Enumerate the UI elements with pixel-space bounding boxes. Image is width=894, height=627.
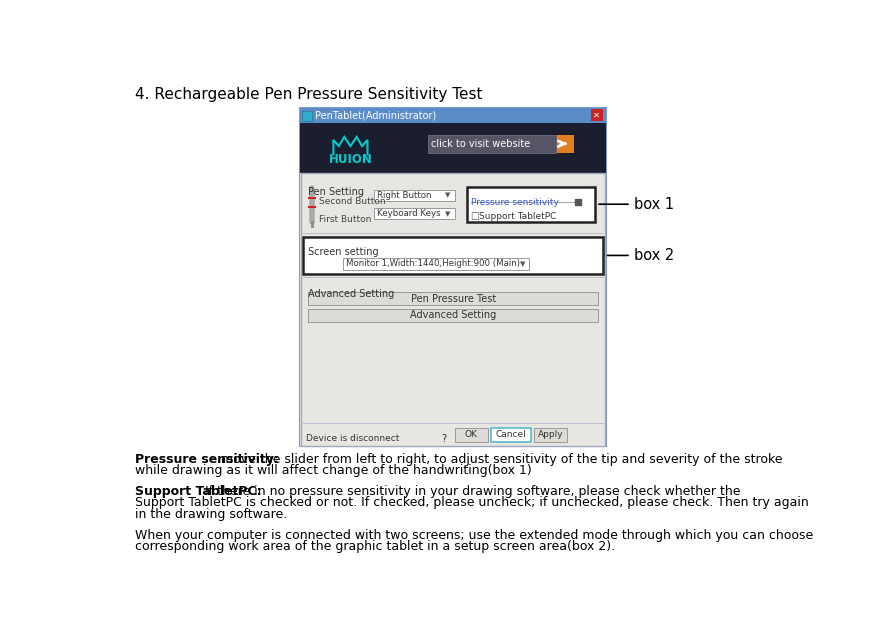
Text: Pressure sensitivity: Pressure sensitivity bbox=[470, 198, 559, 207]
Text: Support TabletPC is checked or not. If checked, please uncheck; if unchecked, pl: Support TabletPC is checked or not. If c… bbox=[135, 497, 809, 509]
Bar bbox=[428, 135, 556, 153]
Text: ☐: ☐ bbox=[470, 213, 479, 223]
Text: 4. Rechargeable Pen Pressure Sensitivity Test: 4. Rechargeable Pen Pressure Sensitivity… bbox=[135, 87, 483, 102]
Text: When your computer is connected with two screens; use the extended mode through : When your computer is connected with two… bbox=[135, 529, 814, 542]
Text: PenTablet(Administrator): PenTablet(Administrator) bbox=[315, 110, 436, 120]
Bar bbox=[302, 112, 312, 120]
Text: First Button: First Button bbox=[319, 216, 372, 224]
Bar bbox=[300, 108, 606, 446]
Text: in the drawing software.: in the drawing software. bbox=[135, 508, 287, 521]
Text: move the slider from left to right, to adjust sensitivity of the tip and severit: move the slider from left to right, to a… bbox=[217, 453, 782, 465]
Text: OK: OK bbox=[465, 430, 477, 440]
Bar bbox=[342, 258, 528, 270]
Bar bbox=[374, 208, 455, 219]
Bar bbox=[455, 428, 487, 442]
Text: ▼: ▼ bbox=[519, 261, 525, 267]
Bar bbox=[308, 309, 598, 322]
Text: If there in no pressure sensitivity in your drawing software, please check wheth: If there in no pressure sensitivity in y… bbox=[201, 485, 741, 498]
Text: Pressure sensitivity:: Pressure sensitivity: bbox=[135, 453, 279, 465]
Text: Support TabletPC: Support TabletPC bbox=[479, 213, 556, 221]
Text: Second Button: Second Button bbox=[319, 197, 386, 206]
Text: box 1: box 1 bbox=[634, 197, 674, 212]
Text: click to visit website: click to visit website bbox=[432, 139, 531, 149]
Bar bbox=[491, 428, 531, 442]
Text: Pen Setting: Pen Setting bbox=[308, 187, 364, 197]
Text: corresponding work area of the graphic tablet in a setup screen area(box 2).: corresponding work area of the graphic t… bbox=[135, 540, 615, 553]
Bar bbox=[300, 173, 606, 446]
Text: Advanced Setting: Advanced Setting bbox=[410, 310, 496, 320]
Bar bbox=[557, 135, 575, 153]
Bar bbox=[301, 173, 605, 446]
Text: Apply: Apply bbox=[537, 430, 563, 440]
Text: Pen Pressure Test: Pen Pressure Test bbox=[410, 293, 496, 303]
Text: ✕: ✕ bbox=[594, 111, 601, 120]
Text: Right Button: Right Button bbox=[376, 191, 431, 200]
Text: ?: ? bbox=[441, 434, 446, 444]
Text: Keyboard Keys: Keyboard Keys bbox=[376, 209, 441, 218]
Bar bbox=[534, 428, 567, 442]
Bar bbox=[374, 190, 455, 201]
Text: Support TabletPC:: Support TabletPC: bbox=[135, 485, 262, 498]
Text: HUION: HUION bbox=[328, 154, 373, 166]
Bar bbox=[300, 108, 606, 123]
Text: Monitor 1,Width:1440,Height:900 (Main): Monitor 1,Width:1440,Height:900 (Main) bbox=[346, 260, 519, 268]
Text: box 2: box 2 bbox=[634, 248, 674, 263]
Bar bbox=[300, 123, 606, 173]
Text: Device is disconnect: Device is disconnect bbox=[307, 434, 400, 443]
Text: ▼: ▼ bbox=[444, 211, 450, 217]
Text: Cancel: Cancel bbox=[495, 430, 527, 440]
Text: Screen setting: Screen setting bbox=[308, 247, 378, 257]
Text: ▼: ▼ bbox=[444, 192, 450, 198]
Bar bbox=[303, 237, 603, 274]
Bar bbox=[467, 187, 595, 221]
Bar bbox=[308, 292, 598, 305]
Text: while drawing as it will affect change of the handwriting(box 1): while drawing as it will affect change o… bbox=[135, 464, 532, 477]
Bar bbox=[591, 109, 603, 122]
Text: Advanced Setting: Advanced Setting bbox=[308, 288, 394, 298]
